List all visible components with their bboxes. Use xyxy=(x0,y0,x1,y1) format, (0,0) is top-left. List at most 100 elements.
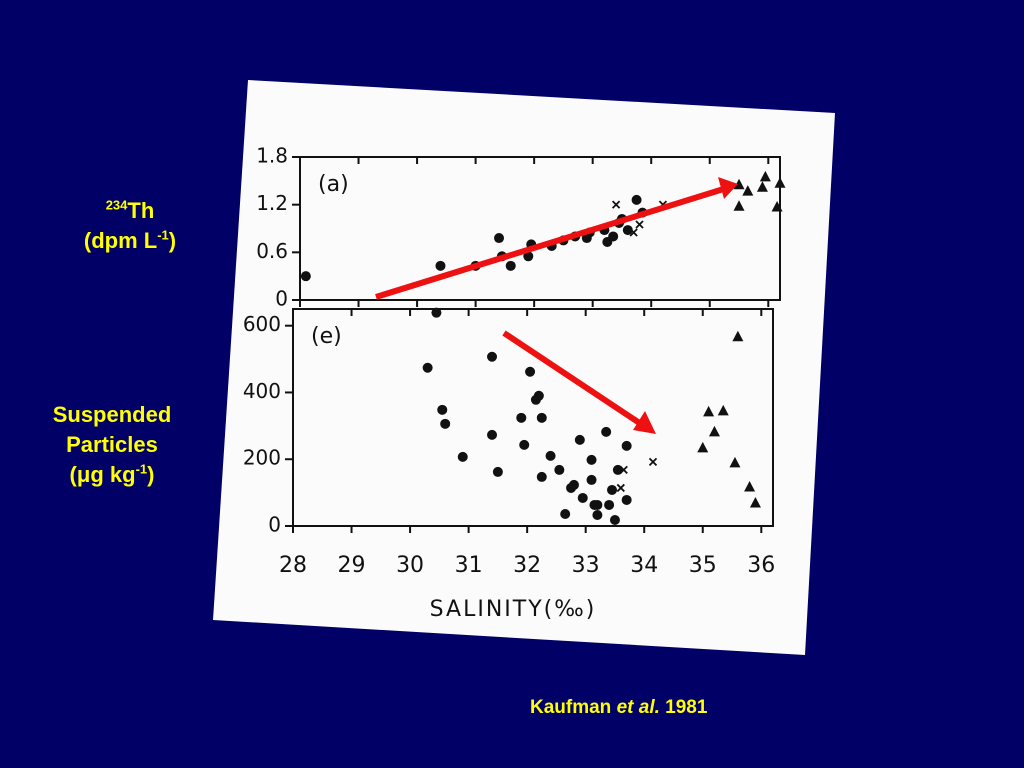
point xyxy=(708,425,720,437)
point xyxy=(554,464,565,475)
label-part: (dpm L xyxy=(83,228,158,253)
point xyxy=(487,429,498,440)
trend-arrow xyxy=(375,184,731,300)
panel-label: (e) xyxy=(311,324,342,349)
point xyxy=(586,474,597,485)
x-tick-label: 35 xyxy=(689,553,717,578)
point xyxy=(536,412,547,423)
point xyxy=(611,200,621,209)
x-tick-label: 36 xyxy=(747,553,775,578)
point xyxy=(300,271,311,282)
x-tick-label: 33 xyxy=(572,553,600,578)
point xyxy=(592,509,603,520)
x-tick-label: 29 xyxy=(338,553,366,578)
point xyxy=(648,457,658,467)
arrow-head xyxy=(633,411,656,434)
point xyxy=(533,390,544,401)
y-tick-label: 600 xyxy=(243,312,281,336)
point xyxy=(629,228,638,237)
point xyxy=(560,508,571,519)
trend-arrow xyxy=(502,330,646,429)
scanned-figure xyxy=(213,80,835,655)
y-tick-label: 0.6 xyxy=(256,239,288,263)
point xyxy=(494,233,505,244)
x-tick-label: 28 xyxy=(279,553,307,578)
point xyxy=(756,181,768,192)
point xyxy=(592,499,603,510)
label-sup: -1 xyxy=(135,461,148,477)
point xyxy=(437,404,448,415)
point xyxy=(574,434,585,445)
point xyxy=(431,307,442,318)
x-tick-label: 31 xyxy=(455,553,483,578)
citation-year: 1981 xyxy=(665,697,708,718)
x-tick-label: 32 xyxy=(513,553,541,578)
point xyxy=(516,412,527,423)
point xyxy=(609,514,620,525)
label-part: ) xyxy=(168,228,177,253)
citation-author: Kaufman xyxy=(530,697,612,718)
x-axis-label: SALINITY(‰) xyxy=(430,597,597,622)
plot-frame xyxy=(299,156,781,301)
point xyxy=(616,483,625,493)
point xyxy=(525,366,536,377)
point xyxy=(422,362,433,373)
point xyxy=(601,426,612,437)
point xyxy=(536,471,547,482)
y-axis-label: 234Th (dpm L-1) xyxy=(60,196,200,256)
citation-etal: et al. xyxy=(616,697,660,718)
point xyxy=(523,251,534,262)
point xyxy=(697,441,709,453)
label-sup: -1 xyxy=(157,227,169,243)
point xyxy=(749,496,761,508)
x-tick-label: 34 xyxy=(630,553,658,578)
point xyxy=(577,492,588,503)
point xyxy=(631,194,642,205)
point xyxy=(608,231,619,242)
point xyxy=(717,404,729,416)
label-part: Th xyxy=(127,198,155,223)
point xyxy=(744,480,756,492)
point xyxy=(733,178,745,190)
x-tick-label: 30 xyxy=(396,553,424,578)
point xyxy=(733,200,745,211)
point xyxy=(604,499,615,510)
point xyxy=(635,220,644,229)
y-tick-label: 200 xyxy=(243,446,281,470)
plot-frame xyxy=(292,308,774,527)
y-axis-label: Suspended Particles (μg kg-1) xyxy=(32,400,192,490)
label-part: Particles xyxy=(66,432,158,457)
point xyxy=(621,494,632,505)
point xyxy=(435,260,446,271)
panel-label: (a) xyxy=(318,172,349,197)
point xyxy=(729,456,741,468)
y-tick-label: 1.8 xyxy=(256,144,288,168)
point xyxy=(568,479,579,490)
point xyxy=(457,451,468,462)
label-part: Suspended xyxy=(52,402,172,427)
label-part: (μg kg xyxy=(69,462,136,487)
point xyxy=(492,466,503,477)
point xyxy=(607,484,618,495)
y-tick-label: 0 xyxy=(268,513,281,537)
point xyxy=(505,260,516,271)
point xyxy=(622,225,633,236)
point xyxy=(703,405,715,417)
label-part: ) xyxy=(147,462,155,487)
y-tick-label: 1.2 xyxy=(256,191,288,215)
label-sup: 234 xyxy=(105,197,128,213)
citation: Kaufman et al. 1981 xyxy=(530,697,707,719)
point xyxy=(545,450,556,461)
y-tick-label: 400 xyxy=(243,379,281,403)
point xyxy=(774,177,786,188)
point xyxy=(771,201,783,212)
point xyxy=(519,439,530,450)
point xyxy=(759,170,771,182)
point xyxy=(732,330,744,342)
point xyxy=(440,418,451,429)
point xyxy=(621,440,632,451)
point xyxy=(487,351,498,362)
y-tick-label: 0 xyxy=(275,287,288,311)
